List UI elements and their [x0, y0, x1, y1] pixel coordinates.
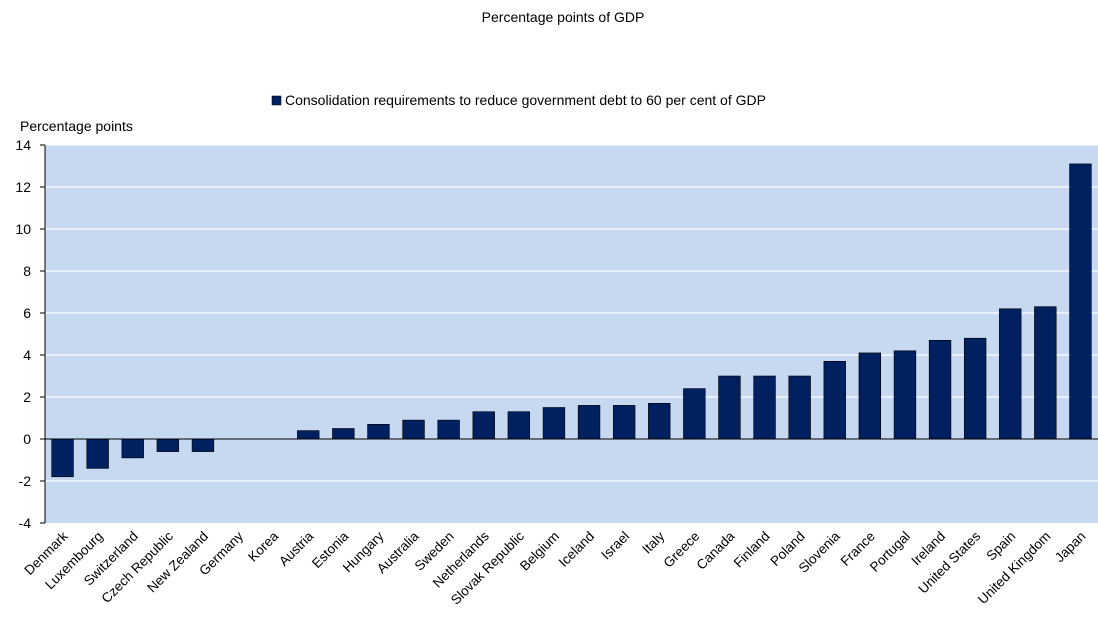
y-tick-label: 8 — [23, 263, 31, 279]
bar — [1069, 163, 1092, 440]
x-tick-label: Italy — [639, 528, 667, 556]
y-tick-label: 0 — [23, 431, 31, 447]
y-axis-ticks: -4 -2 0 2 4 6 8 10 12 14 — [15, 137, 45, 531]
bar — [507, 411, 531, 440]
bar — [823, 360, 846, 440]
chart-title: Percentage points of GDP — [482, 9, 645, 25]
y-tick-label: 14 — [15, 137, 31, 153]
x-tick-label: Japan — [1052, 529, 1089, 566]
bar — [86, 438, 109, 469]
bar — [402, 419, 425, 440]
bar — [472, 411, 495, 440]
bar — [999, 308, 1022, 440]
x-tick-label: Finland — [731, 529, 773, 571]
bar — [718, 375, 741, 440]
y-tick-label: -2 — [19, 473, 32, 489]
x-tick-label: Belgium — [517, 529, 562, 574]
bar — [332, 428, 355, 440]
legend-swatch — [271, 95, 282, 106]
y-tick-label: 6 — [23, 305, 31, 321]
bar — [367, 423, 390, 440]
bar — [191, 438, 215, 452]
bar — [648, 402, 671, 440]
bar — [156, 438, 180, 452]
y-tick-label: 10 — [15, 221, 31, 237]
y-tick-label: -4 — [19, 515, 32, 531]
bar — [297, 430, 320, 440]
bar — [928, 339, 952, 440]
bar — [683, 388, 706, 440]
bar — [893, 350, 917, 440]
y-tick-label: 2 — [23, 389, 31, 405]
bar — [858, 352, 882, 440]
x-tick-label: United States — [915, 528, 983, 596]
x-tick-label: Israel — [598, 529, 632, 563]
bar — [753, 375, 776, 440]
bars — [51, 163, 1092, 478]
bar — [577, 405, 601, 440]
bar — [542, 407, 566, 440]
x-tick-label: Canada — [694, 528, 738, 572]
bar — [1034, 306, 1057, 440]
bar — [121, 438, 144, 459]
gridlines — [45, 144, 1098, 482]
y-tick-label: 4 — [23, 347, 31, 363]
bar — [51, 438, 74, 478]
y-axis-label: Percentage points — [20, 118, 133, 134]
plot-area — [45, 145, 1098, 523]
legend-label: Consolidation requirements to reduce gov… — [285, 92, 766, 108]
bar — [788, 375, 811, 440]
x-tick-label: Iceland — [556, 529, 597, 570]
bar — [963, 337, 987, 440]
legend: Consolidation requirements to reduce gov… — [271, 92, 766, 108]
y-tick-label: 12 — [15, 179, 31, 195]
bar — [612, 405, 636, 440]
bar — [437, 419, 460, 440]
